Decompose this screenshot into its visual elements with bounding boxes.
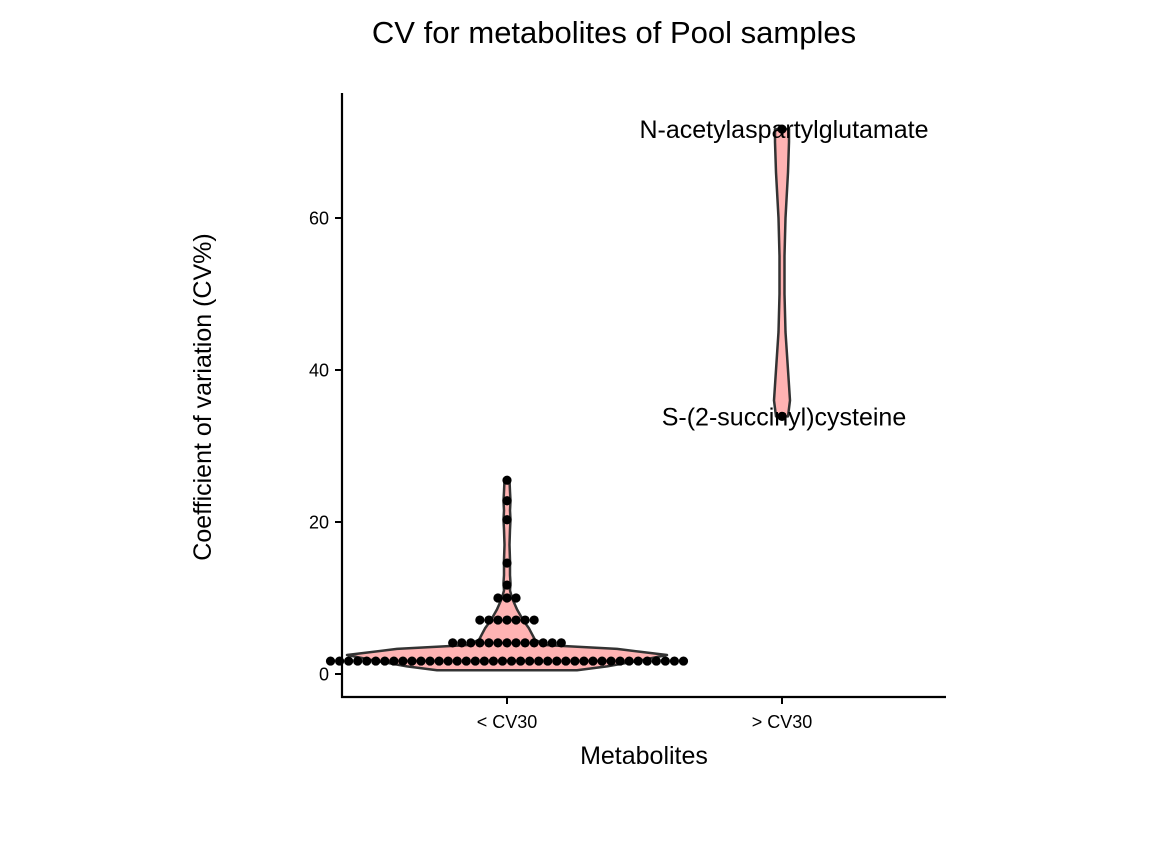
data-point bbox=[344, 656, 354, 666]
data-point bbox=[678, 656, 689, 666]
data-point bbox=[651, 656, 661, 666]
data-point bbox=[407, 656, 417, 666]
data-point bbox=[511, 615, 521, 625]
data-point bbox=[615, 656, 625, 666]
data-point bbox=[493, 593, 503, 603]
data-point bbox=[552, 656, 562, 666]
data-point bbox=[777, 411, 787, 421]
data-point bbox=[529, 638, 539, 648]
data-point bbox=[479, 656, 489, 666]
x-axis-title: Metabolites bbox=[580, 742, 708, 770]
data-point bbox=[398, 656, 408, 666]
data-point bbox=[475, 638, 485, 648]
annotations: N-acetylaspartylglutamate S-(2-succinyl)c… bbox=[639, 116, 928, 431]
y-tick-label: 20 bbox=[309, 513, 329, 533]
data-point bbox=[448, 638, 458, 648]
violin-gt-cv30 bbox=[772, 127, 792, 418]
data-point bbox=[452, 656, 462, 666]
data-point bbox=[416, 656, 426, 666]
data-point bbox=[434, 656, 444, 666]
data-point bbox=[506, 656, 517, 666]
data-point bbox=[389, 656, 399, 666]
data-point bbox=[353, 656, 363, 666]
data-point bbox=[515, 656, 526, 666]
data-point bbox=[520, 615, 530, 625]
data-point bbox=[461, 656, 471, 666]
data-point bbox=[669, 656, 680, 666]
data-point bbox=[475, 615, 485, 625]
data-point bbox=[556, 638, 566, 648]
y-axis-title: Coefficient of variation (CV%) bbox=[189, 233, 217, 560]
x-tick-label: < CV30 bbox=[477, 712, 538, 732]
y-tick-label: 0 bbox=[319, 665, 329, 685]
x-ticks: < CV30 > CV30 bbox=[477, 697, 813, 732]
data-point bbox=[493, 638, 503, 648]
data-point bbox=[466, 638, 476, 648]
chart-title: CV for metabolites of Pool samples bbox=[372, 15, 856, 50]
y-ticks: 0 20 40 60 bbox=[309, 209, 342, 685]
data-point bbox=[484, 615, 494, 625]
data-point bbox=[529, 615, 539, 625]
data-point bbox=[511, 638, 521, 648]
data-point bbox=[543, 656, 553, 666]
x-tick-label: > CV30 bbox=[752, 712, 813, 732]
data-point bbox=[502, 496, 512, 506]
data-point bbox=[520, 638, 530, 648]
data-point bbox=[624, 656, 634, 666]
violins bbox=[345, 127, 792, 672]
data-point bbox=[502, 558, 512, 568]
data-point bbox=[597, 656, 607, 666]
data-point bbox=[497, 656, 508, 666]
data-point bbox=[502, 638, 512, 648]
y-tick-label: 60 bbox=[309, 209, 329, 229]
data-point bbox=[579, 656, 589, 666]
data-point bbox=[633, 656, 643, 666]
point-annotation: N-acetylaspartylglutamate bbox=[639, 116, 928, 144]
y-tick-label: 40 bbox=[309, 361, 329, 381]
data-point bbox=[443, 656, 453, 666]
data-point bbox=[502, 475, 512, 485]
data-point bbox=[470, 656, 480, 666]
data-point bbox=[457, 638, 467, 648]
data-point bbox=[570, 656, 580, 666]
data-point bbox=[502, 515, 512, 525]
data-point bbox=[502, 615, 512, 625]
data-point bbox=[511, 593, 521, 603]
data-point bbox=[777, 124, 787, 134]
points bbox=[325, 124, 787, 666]
data-point bbox=[484, 638, 494, 648]
data-point bbox=[371, 656, 381, 666]
data-point bbox=[525, 656, 535, 666]
data-point bbox=[538, 638, 548, 648]
data-point bbox=[380, 656, 390, 666]
data-point bbox=[425, 656, 435, 666]
data-point bbox=[493, 615, 503, 625]
data-point bbox=[534, 656, 544, 666]
data-point bbox=[502, 593, 512, 603]
data-point bbox=[642, 656, 652, 666]
data-point bbox=[606, 656, 616, 666]
data-point bbox=[325, 656, 336, 666]
data-point bbox=[362, 656, 372, 666]
data-point bbox=[561, 656, 571, 666]
data-point bbox=[660, 656, 670, 666]
data-point bbox=[502, 580, 512, 590]
data-point bbox=[488, 656, 499, 666]
point-annotation: S-(2-succinyl)cysteine bbox=[662, 403, 907, 431]
data-point bbox=[547, 638, 557, 648]
data-point bbox=[588, 656, 598, 666]
